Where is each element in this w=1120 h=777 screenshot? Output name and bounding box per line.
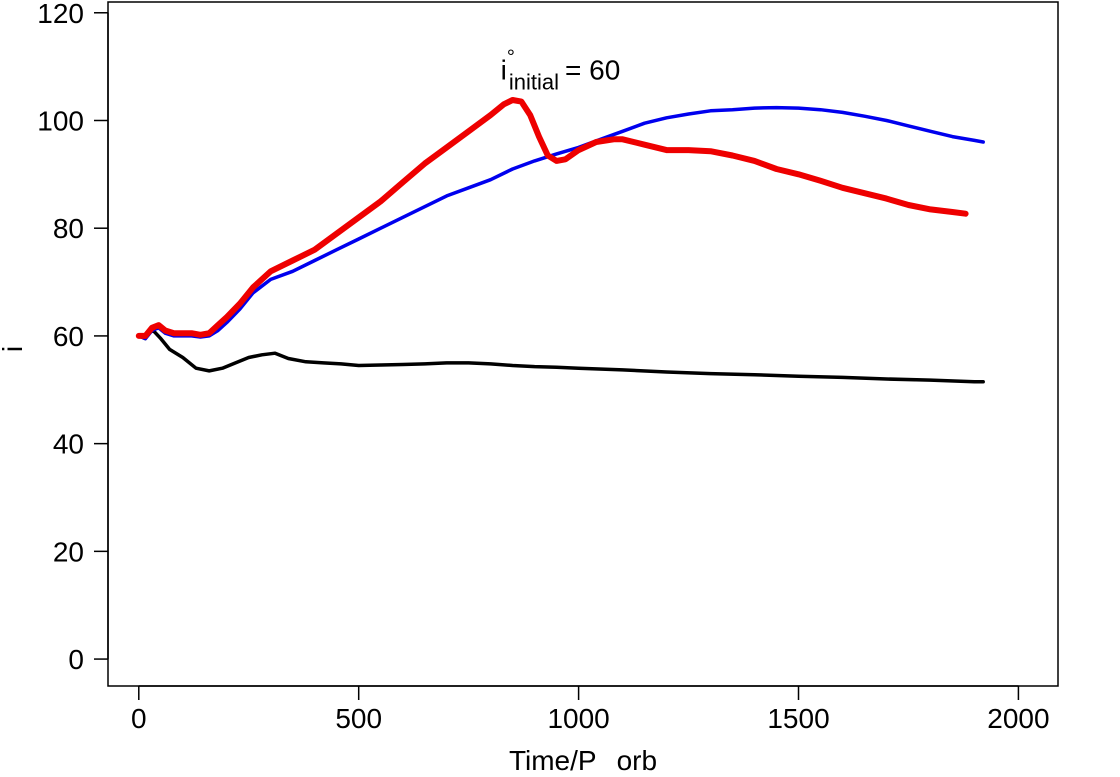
x-tick-label-1500: 1500 xyxy=(767,703,829,734)
y-tick-label-100: 100 xyxy=(37,105,84,136)
series-line-0 xyxy=(137,105,985,341)
y-axis-title-sup: ° xyxy=(0,338,13,346)
y-axis: 0 20 40 60 80 100 120 xyxy=(37,0,109,675)
series-line-1 xyxy=(135,97,969,339)
y-tick-label-120: 120 xyxy=(37,0,84,29)
y-tick-label-60: 60 xyxy=(53,321,84,352)
y-tick-label-40: 40 xyxy=(53,429,84,460)
x-axis-title: Time/P orb xyxy=(509,745,657,776)
y-tick-label-80: 80 xyxy=(53,213,84,244)
x-axis-title-sub: orb xyxy=(617,745,657,776)
x-tick-label-500: 500 xyxy=(335,703,382,734)
annotation-degree: ° xyxy=(507,46,515,68)
series-layer xyxy=(135,97,985,384)
y-tick-label-0: 0 xyxy=(68,644,84,675)
y-axis-title-main: i xyxy=(0,346,28,352)
annotation-value: = 60 xyxy=(565,54,620,85)
series-line-2 xyxy=(137,328,985,384)
annotation-initial-inclination: i° initial = 60 xyxy=(501,46,621,94)
y-axis-title: i° xyxy=(0,338,28,352)
plot-frame xyxy=(107,1,1059,687)
x-tick-label-1000: 1000 xyxy=(547,703,609,734)
y-tick-label-20: 20 xyxy=(53,536,84,567)
x-axis-title-main: Time/P xyxy=(509,745,597,776)
annotation-symbol: i xyxy=(501,54,507,85)
x-tick-label-0: 0 xyxy=(131,703,147,734)
annotation-subscript: initial xyxy=(509,69,559,94)
x-tick-label-2000: 2000 xyxy=(987,703,1049,734)
x-axis: 0 500 1000 1500 2000 xyxy=(131,685,1050,734)
